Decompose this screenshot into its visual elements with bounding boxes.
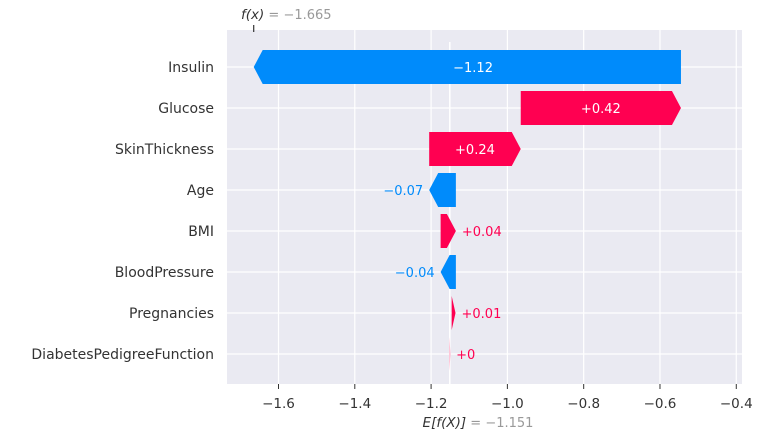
plot-background [227,30,742,384]
x-tick-label: −1.4 [338,396,371,412]
x-tick-label: −1.2 [415,396,448,412]
value-label-diabetespedigreefunction: +0 [456,348,475,363]
bar-age [429,173,456,207]
bar-bmi [440,214,456,248]
feature-label-skinthickness: SkinThickness [115,142,214,158]
x-tick-label: −0.6 [644,396,677,412]
bar-insulin [253,50,681,84]
value-label-age: −0.07 [383,184,423,199]
bar-glucose [520,91,681,125]
value-label-skinthickness: +0.24 [455,143,495,158]
bar-skinthickness [429,132,521,166]
value-label-glucose: +0.42 [581,102,621,117]
feature-label-glucose: Glucose [158,101,214,117]
feature-label-bloodpressure: BloodPressure [115,265,214,281]
bar-bloodpressure [440,255,456,289]
x-tick-label: −0.8 [567,396,600,412]
bar-pregnancies [451,296,456,330]
value-label-bmi: +0.04 [462,225,502,240]
fx-label: f(x) = −1.665 [241,7,332,23]
value-label-pregnancies: +0.01 [462,307,502,322]
value-label-bloodpressure: −0.04 [395,266,435,281]
x-tick-label: −0.4 [720,396,753,412]
feature-label-age: Age [187,183,214,199]
feature-label-bmi: BMI [188,224,214,240]
feature-label-pregnancies: Pregnancies [129,306,214,322]
feature-label-insulin: Insulin [168,60,214,76]
value-label-insulin: −1.12 [453,61,493,76]
x-tick-label: −1.0 [491,396,524,412]
x-tick-label: −1.6 [262,396,295,412]
base-value-label: E[f(X)] = −1.151 [423,415,534,431]
feature-label-diabetespedigreefunction: DiabetesPedigreeFunction [31,347,214,363]
